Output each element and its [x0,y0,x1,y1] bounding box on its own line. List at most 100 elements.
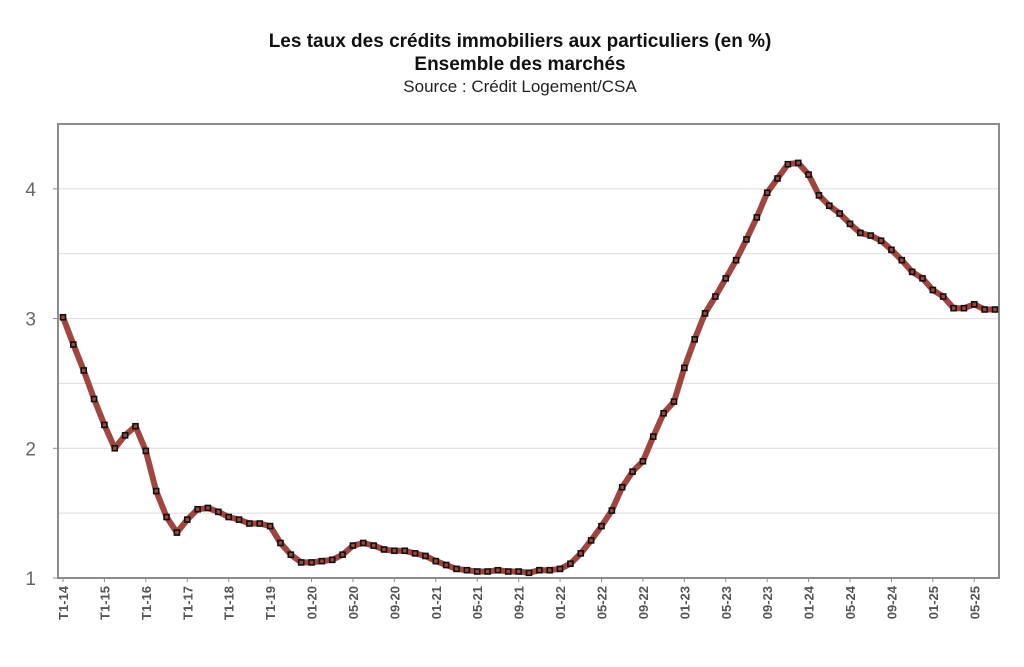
data-point [649,433,657,440]
data-point [453,565,460,573]
x-tick-label: 09-23 [760,586,775,619]
data-point [919,275,926,282]
data-point [991,306,999,313]
x-tick-label: 09-24 [884,585,899,619]
data-point [660,409,667,417]
data-point [173,529,181,536]
data-point [494,566,502,574]
data-point [70,341,77,348]
data-point [857,229,864,237]
data-point [297,559,305,566]
data-point [950,304,957,312]
x-tick-label: T1-18 [222,586,237,620]
gridlines [59,188,998,514]
x-tick-label: 05-23 [719,586,734,619]
data-point [515,568,522,575]
data-point [204,504,212,512]
y-tick-label: 2 [25,439,36,460]
data-point [805,171,812,178]
data-point [132,422,139,430]
data-point [732,256,740,264]
data-point [256,520,264,527]
data-point [691,336,698,343]
data-point [463,566,471,574]
data-point [163,513,170,521]
data-point [929,286,937,294]
x-tick-label: 09-22 [636,586,651,619]
data-point [101,421,108,429]
data-point [722,275,730,282]
x-tick-label: T1-16 [139,586,154,620]
data-point [763,189,771,197]
chart-source: Source : Crédit Logement/CSA [403,77,637,96]
y-tick-label: 4 [25,180,36,201]
x-tick-label: T1-19 [263,586,278,620]
data-point [712,293,719,300]
data-point [442,561,450,569]
y-axis: 1 2 3 4 [25,180,58,590]
data-point [484,568,491,575]
data-point [235,516,243,523]
data-point [743,236,750,243]
data-point [867,232,875,239]
data-point [701,310,709,317]
data-point [908,268,916,276]
x-tick-label: 01-22 [553,586,568,619]
x-tick-label: 09-21 [512,586,527,619]
data-point [536,566,543,574]
data-point [970,301,978,308]
x-tick-label: 05-21 [470,586,485,619]
data-point [225,513,232,521]
data-point [587,537,595,544]
data-point [629,468,636,475]
data-point [639,457,647,465]
data-point [90,395,98,403]
data-point [608,507,616,514]
data-point [525,569,533,577]
data-point [411,550,419,557]
data-point [339,551,346,558]
data-point [836,210,843,217]
x-axis: T1-14 T1-15 T1-16 T1-17 T1-18 T1-19 01-20 05-20… [56,578,982,620]
series-layer [59,159,999,577]
data-point [121,432,129,439]
data-point [111,444,119,452]
data-point [152,487,160,495]
data-point [826,202,833,210]
x-tick-label: 05-22 [594,586,609,619]
data-point [80,367,88,374]
data-point [618,483,626,491]
data-point [577,550,585,557]
data-point [504,568,512,575]
x-tick-label: 05-24 [843,585,858,619]
data-point [328,556,336,564]
data-point [877,237,885,245]
x-tick-label: 01-23 [677,586,692,619]
data-point [142,447,150,455]
data-point [546,566,554,574]
data-point [784,160,792,168]
x-tick-label: T1-17 [180,586,195,620]
data-point [215,508,222,516]
data-point [598,522,605,530]
x-tick-label: T1-15 [97,586,112,620]
chart-subtitle: Ensemble des marchés [414,54,626,75]
x-tick-label: 05-25 [967,586,982,619]
data-point [939,293,947,300]
x-tick-label: 09-20 [387,586,402,619]
series-line [60,159,998,576]
data-point [266,522,274,530]
y-tick-label: 3 [25,310,36,331]
data-point [308,559,315,566]
data-point [681,364,688,372]
data-point [194,505,201,513]
data-point [960,304,968,312]
data-point [380,546,388,553]
data-point [246,520,253,527]
data-point [401,547,409,555]
data-point [277,539,284,547]
data-point [567,560,574,568]
x-tick-label: 01-24 [802,585,817,619]
data-point [981,306,988,313]
